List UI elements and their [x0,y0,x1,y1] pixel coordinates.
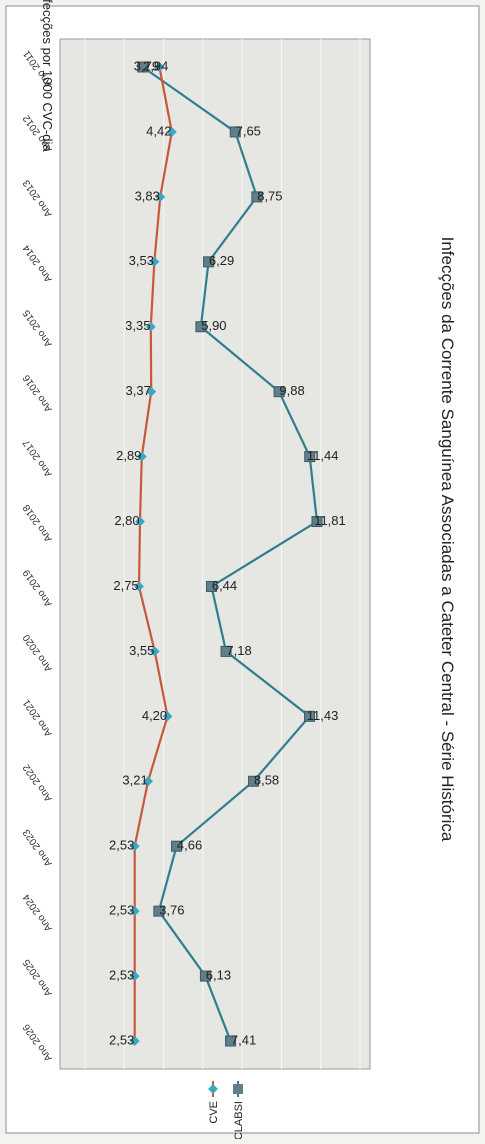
data-label: 2,89 [116,448,141,463]
data-label: 7,41 [231,1032,256,1047]
data-point [143,776,154,787]
data-point [229,126,241,138]
data-point [206,580,217,592]
data-point [134,581,144,592]
data-point [129,841,140,852]
data-point [166,126,177,137]
data-label: 2,53 [109,968,134,983]
series-line [133,66,173,1041]
legend-label: CVE [208,1101,220,1124]
data-label: 7,65 [236,123,261,138]
data-label: 2,53 [109,838,134,853]
data-point [203,256,215,268]
data-point [171,840,183,852]
data-label: 3,21 [122,773,147,788]
data-point [154,62,165,72]
legend-marker [233,1084,243,1094]
data-point [304,710,316,722]
data-label: 6,13 [206,968,231,983]
data-label: 4,42 [146,123,171,138]
data-point [311,516,323,528]
data-label: 3,37 [126,383,151,398]
legend-marker [208,1084,218,1094]
data-point [129,906,140,917]
data-label: 3,35 [125,318,150,333]
data-label: 3,55 [129,643,154,658]
data-point [248,775,260,787]
data-label: 11,43 [307,708,339,723]
data-point [153,905,165,917]
data-label: 2,94 [143,58,168,73]
y-axis-title: Infecções por 1000 CVC-dia [40,0,55,152]
data-label: 9,88 [279,383,304,398]
data-point [273,386,285,398]
data-label: 7,18 [226,643,251,658]
legend: CLABSI CVE [208,1081,245,1140]
chart-title: Infecções da Corrente Sanguínea Associad… [438,237,457,842]
data-label: 11,44 [307,448,339,463]
data-label: 11,81 [314,513,346,528]
data-label: 5,90 [201,318,226,333]
data-point [162,711,173,722]
data-label: 3,76 [159,903,184,918]
data-label: 8,58 [254,773,279,788]
data-point [199,970,211,982]
data-label: 2,75 [113,578,138,593]
data-point [155,191,166,202]
data-label: 3,79 [134,58,159,73]
data-point [129,1036,140,1046]
series-line [142,66,319,1042]
data-point [195,321,207,333]
data-label: 2,80 [114,513,139,528]
data-point [251,191,263,203]
data-point [149,646,160,657]
data-label: 3,53 [129,253,154,268]
data-point [135,516,145,527]
data-point [137,61,149,73]
data-label: 2,53 [109,1032,134,1047]
data-label: 6,29 [209,253,234,268]
data-label: 2,53 [109,903,134,918]
data-label: 4,66 [177,838,202,853]
data-point [220,645,232,657]
data-point [225,1035,237,1047]
plot-area [59,38,371,1070]
data-label: 4,20 [142,708,167,723]
data-label: 3,83 [135,188,160,203]
legend-label: CLABSI [233,1101,245,1139]
data-point [304,451,316,463]
data-point [136,451,147,462]
data-label: 6,44 [212,578,237,593]
data-label: 8,75 [257,188,282,203]
